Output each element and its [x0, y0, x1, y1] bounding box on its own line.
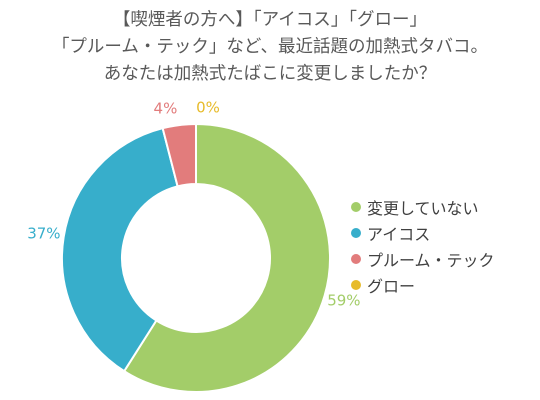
chart-title-line-3: あなたは加熱式たばこに変更しましたか？	[103, 64, 437, 84]
donut-slices	[61, 122, 331, 393]
legend-item-no-change: 変更していない	[351, 194, 495, 220]
legend-marker-no-change	[351, 202, 361, 212]
legend-marker-ploom-tech	[351, 254, 361, 264]
legend-label-iqos: アイコス	[367, 225, 431, 244]
legend-marker-iqos	[351, 228, 361, 238]
slice-iqos	[61, 126, 179, 373]
chart-title-line-1: 【喫煙者の方へ】「アイコス」「グロー」	[112, 10, 428, 30]
slice-ploom-tech	[161, 122, 197, 188]
legend-label-no-change: 変更していない	[367, 199, 479, 218]
chart-title-line-2: 「プルーム・テック」など、最近話題の加熱式タバコ。	[51, 37, 489, 57]
legend-item-ploom-tech: プルーム・テック	[351, 246, 495, 272]
data-labels: 59% 37% 4% 0%	[27, 99, 360, 310]
data-label-no-change: 59%	[327, 291, 360, 309]
data-label-iqos: 37%	[27, 224, 60, 242]
legend-label-ploom-tech: プルーム・テック	[367, 251, 495, 270]
legend-label-glo: グロー	[367, 277, 416, 296]
legend-marker-glo	[351, 280, 361, 290]
data-label-glo: 0%	[196, 99, 220, 117]
legend-item-iqos: アイコス	[351, 220, 495, 246]
slice-no-change	[122, 122, 331, 393]
legend-item-glo: グロー	[351, 272, 495, 298]
legend: 変更していない アイコス プルーム・テック グロー	[351, 194, 495, 298]
data-label-ploom-tech: 4%	[154, 100, 178, 118]
